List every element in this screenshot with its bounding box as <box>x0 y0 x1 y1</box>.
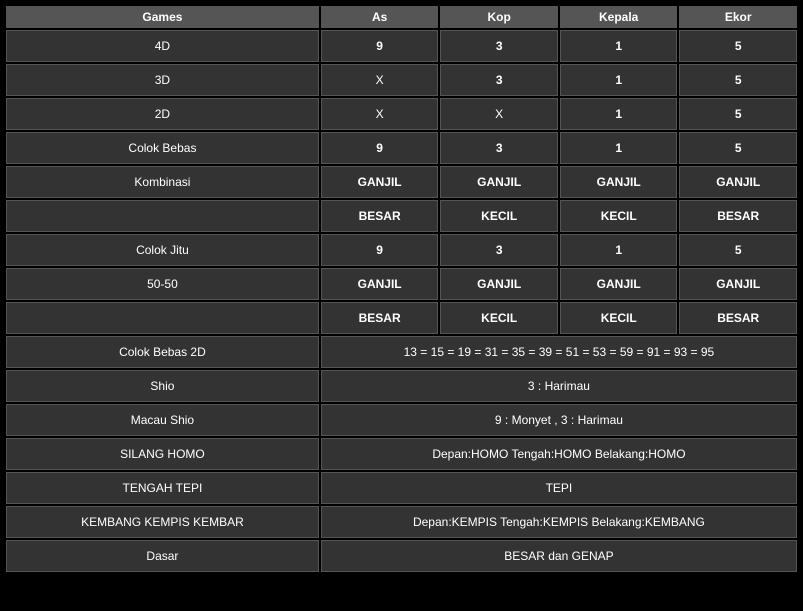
cell-kop: KECIL <box>440 200 558 232</box>
header-kop: Kop <box>440 6 558 28</box>
cell-kepala: GANJIL <box>560 268 678 300</box>
cell-game <box>6 200 319 232</box>
table-row: Shio 3 : Harimau <box>6 370 797 402</box>
cell-value: 13 = 15 = 19 = 31 = 35 = 39 = 51 = 53 = … <box>321 336 797 368</box>
cell-kepala: KECIL <box>560 302 678 334</box>
cell-game: Dasar <box>6 540 319 572</box>
cell-ekor: GANJIL <box>679 268 797 300</box>
cell-kop: GANJIL <box>440 268 558 300</box>
cell-as: GANJIL <box>321 268 439 300</box>
table-row: 4D 9 3 1 5 <box>6 30 797 62</box>
cell-ekor: BESAR <box>679 302 797 334</box>
cell-ekor: BESAR <box>679 200 797 232</box>
cell-kepala: GANJIL <box>560 166 678 198</box>
cell-ekor: 5 <box>679 30 797 62</box>
table-row: KEMBANG KEMPIS KEMBAR Depan:KEMPIS Tenga… <box>6 506 797 538</box>
cell-ekor: 5 <box>679 234 797 266</box>
cell-kepala: 1 <box>560 64 678 96</box>
cell-game: 50-50 <box>6 268 319 300</box>
cell-as: X <box>321 98 439 130</box>
cell-game: Macau Shio <box>6 404 319 436</box>
cell-game: SILANG HOMO <box>6 438 319 470</box>
table-row: Dasar BESAR dan GENAP <box>6 540 797 572</box>
cell-kop: X <box>440 98 558 130</box>
cell-value: 3 : Harimau <box>321 370 797 402</box>
cell-game <box>6 302 319 334</box>
cell-kepala: 1 <box>560 98 678 130</box>
cell-game: Colok Jitu <box>6 234 319 266</box>
cell-ekor: 5 <box>679 64 797 96</box>
header-games: Games <box>6 6 319 28</box>
table-row: 3D X 3 1 5 <box>6 64 797 96</box>
cell-kop: KECIL <box>440 302 558 334</box>
header-as: As <box>321 6 439 28</box>
cell-as: 9 <box>321 132 439 164</box>
cell-as: BESAR <box>321 200 439 232</box>
cell-value: Depan:HOMO Tengah:HOMO Belakang:HOMO <box>321 438 797 470</box>
table-row: 2D X X 1 5 <box>6 98 797 130</box>
cell-as: X <box>321 64 439 96</box>
header-ekor: Ekor <box>679 6 797 28</box>
cell-kop: 3 <box>440 234 558 266</box>
cell-ekor: 5 <box>679 98 797 130</box>
table-row: TENGAH TEPI TEPI <box>6 472 797 504</box>
cell-game: Kombinasi <box>6 166 319 198</box>
cell-kepala: 1 <box>560 234 678 266</box>
cell-kop: 3 <box>440 132 558 164</box>
cell-as: 9 <box>321 30 439 62</box>
cell-kepala: KECIL <box>560 200 678 232</box>
cell-game: Shio <box>6 370 319 402</box>
cell-as: GANJIL <box>321 166 439 198</box>
results-table: Games As Kop Kepala Ekor 4D 9 3 1 5 3D X… <box>4 4 799 574</box>
table-row: Colok Bebas 2D 13 = 15 = 19 = 31 = 35 = … <box>6 336 797 368</box>
cell-game: KEMBANG KEMPIS KEMBAR <box>6 506 319 538</box>
cell-game: TENGAH TEPI <box>6 472 319 504</box>
cell-value: 9 : Monyet , 3 : Harimau <box>321 404 797 436</box>
cell-ekor: 5 <box>679 132 797 164</box>
header-kepala: Kepala <box>560 6 678 28</box>
table-row: Macau Shio 9 : Monyet , 3 : Harimau <box>6 404 797 436</box>
cell-kop: GANJIL <box>440 166 558 198</box>
cell-value: TEPI <box>321 472 797 504</box>
table-row: Kombinasi GANJIL GANJIL GANJIL GANJIL <box>6 166 797 198</box>
cell-kepala: 1 <box>560 132 678 164</box>
cell-game: 2D <box>6 98 319 130</box>
cell-game: Colok Bebas 2D <box>6 336 319 368</box>
cell-game: 4D <box>6 30 319 62</box>
cell-game: 3D <box>6 64 319 96</box>
table-row: Colok Jitu 9 3 1 5 <box>6 234 797 266</box>
cell-as: 9 <box>321 234 439 266</box>
table-header-row: Games As Kop Kepala Ekor <box>6 6 797 28</box>
cell-kepala: 1 <box>560 30 678 62</box>
cell-value: BESAR dan GENAP <box>321 540 797 572</box>
cell-value: Depan:KEMPIS Tengah:KEMPIS Belakang:KEMB… <box>321 506 797 538</box>
cell-as: BESAR <box>321 302 439 334</box>
table-row: SILANG HOMO Depan:HOMO Tengah:HOMO Belak… <box>6 438 797 470</box>
table-row: BESAR KECIL KECIL BESAR <box>6 200 797 232</box>
cell-kop: 3 <box>440 64 558 96</box>
cell-ekor: GANJIL <box>679 166 797 198</box>
table-row: Colok Bebas 9 3 1 5 <box>6 132 797 164</box>
cell-game: Colok Bebas <box>6 132 319 164</box>
table-row: BESAR KECIL KECIL BESAR <box>6 302 797 334</box>
cell-kop: 3 <box>440 30 558 62</box>
table-row: 50-50 GANJIL GANJIL GANJIL GANJIL <box>6 268 797 300</box>
